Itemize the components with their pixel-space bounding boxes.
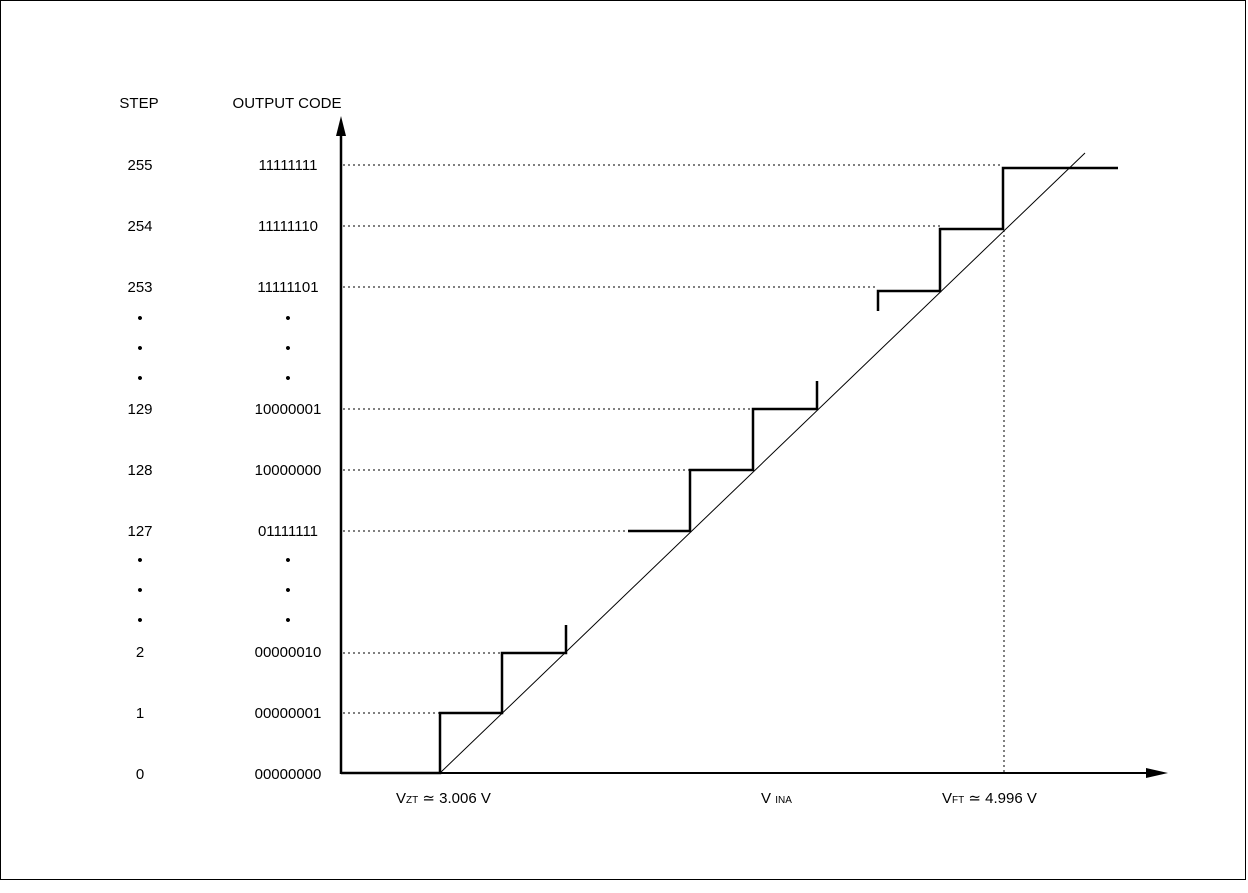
ellipsis-dot: •: [137, 552, 142, 569]
vzt-label: VZT ≃ 3.006 V: [396, 790, 491, 807]
ideal-transfer-line: [439, 152, 1086, 774]
step-label: 255: [127, 157, 152, 174]
output-code-label: 10000001: [255, 401, 322, 418]
vft-subscript: FT: [952, 795, 964, 806]
output-code-label: 00000001: [255, 705, 322, 722]
step-label: 127: [127, 523, 152, 540]
ellipsis-dot: •: [137, 340, 142, 357]
output-code-label: 11111110: [258, 218, 318, 235]
step-label: 254: [127, 218, 152, 235]
ellipsis-dot: •: [285, 310, 290, 327]
step-label: 253: [127, 279, 152, 296]
vzt-subscript: ZT: [406, 795, 418, 806]
step-label: 129: [127, 401, 152, 418]
step-header: STEP: [119, 95, 158, 112]
x-axis-arrow: [1146, 768, 1168, 778]
ellipsis-dot: •: [285, 370, 290, 387]
output-code-label: 11111111: [259, 157, 318, 174]
vina-label: V INA: [761, 790, 792, 807]
output-code-label: 10000000: [255, 462, 322, 479]
ellipsis-dot: •: [285, 552, 290, 569]
ellipsis-dot: •: [137, 310, 142, 327]
ellipsis-dot: •: [137, 370, 142, 387]
vft-value: ≃ 4.996 V: [964, 790, 1037, 807]
staircase-lower: [341, 625, 568, 775]
output-code-label: 00000000: [255, 766, 322, 783]
y-axis-arrow: [336, 116, 346, 136]
step-label: 0: [136, 766, 144, 783]
step-label: 128: [127, 462, 152, 479]
ellipsis-dot: •: [137, 582, 142, 599]
guide-lines: [343, 164, 1005, 773]
vina-symbol: V: [761, 790, 775, 807]
staircase-middle: [628, 381, 819, 533]
vft-symbol: V: [942, 790, 952, 807]
output-code-header: OUTPUT CODE: [233, 95, 342, 112]
ellipsis-dot: •: [285, 582, 290, 599]
step-label: 2: [136, 644, 144, 661]
output-code-label: 00000010: [255, 644, 322, 661]
step-label: 1: [136, 705, 144, 722]
output-code-label: 11111101: [257, 279, 318, 296]
ellipsis-dot: •: [285, 340, 290, 357]
output-code-label: 01111111: [258, 523, 318, 540]
vft-label: VFT ≃ 4.996 V: [942, 790, 1037, 807]
staircase: [341, 166, 1118, 775]
staircase-upper: [876, 166, 1118, 311]
ellipsis-dot: •: [285, 612, 290, 629]
vina-subscript: INA: [775, 795, 792, 806]
vzt-symbol: V: [396, 790, 406, 807]
axes: [336, 116, 1168, 778]
vzt-value: ≃ 3.006 V: [418, 790, 491, 807]
ellipsis-dot: •: [137, 612, 142, 629]
